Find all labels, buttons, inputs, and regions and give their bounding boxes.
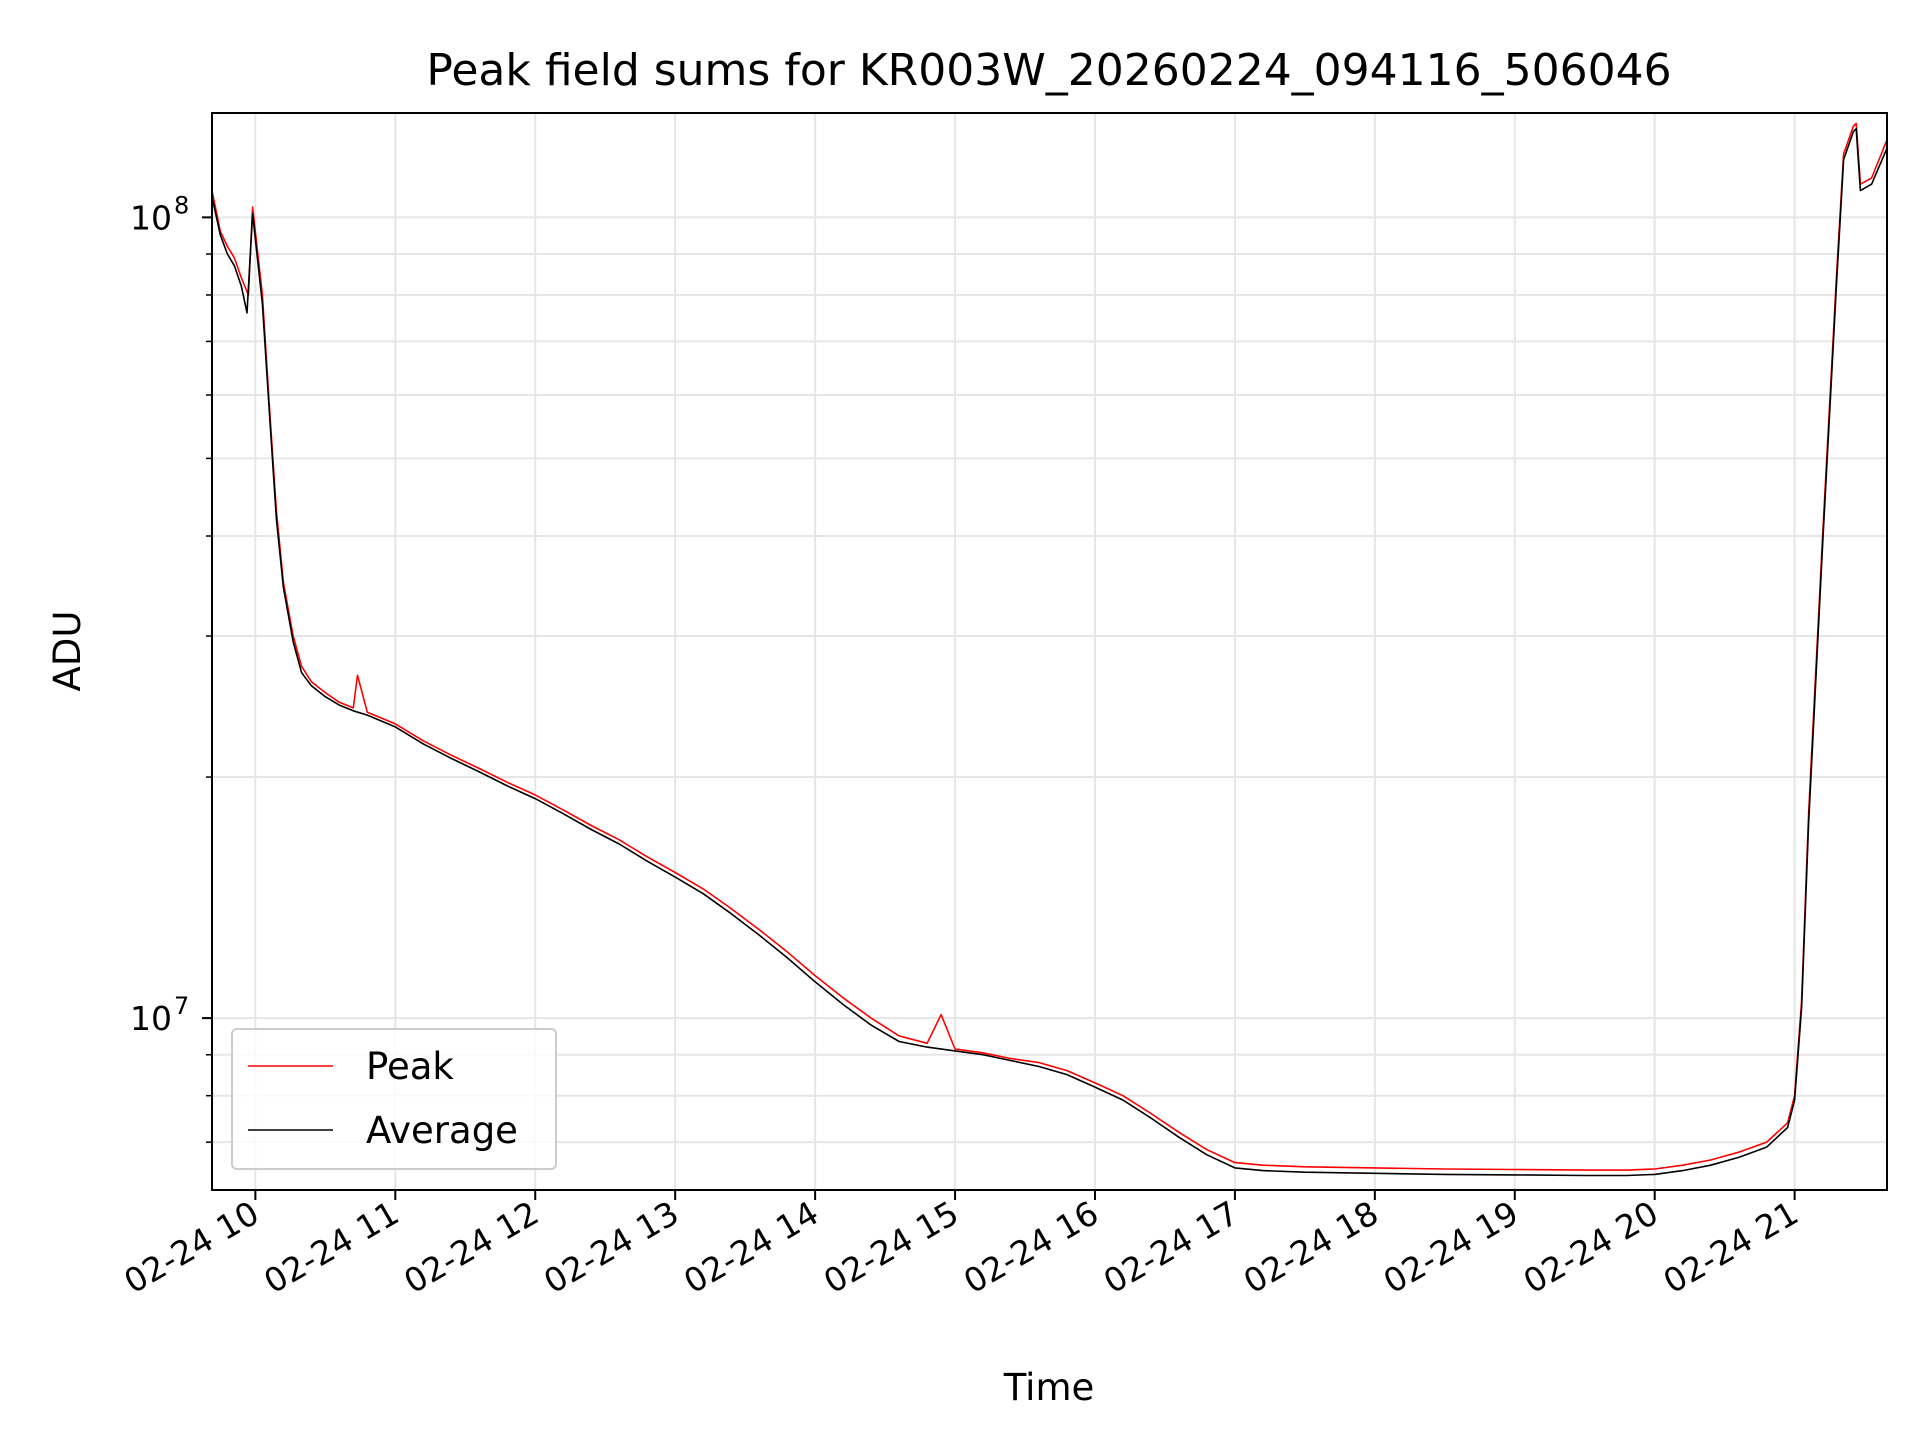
y-axis-label: ADU [46,611,89,692]
x-axis-label: Time [1003,1366,1095,1409]
legend-box [231,1028,557,1170]
series-line-peak [211,122,1888,1171]
chart-title: Peak field sums for KR003W_20260224_0941… [426,45,1671,96]
series-line-average [211,128,1888,1177]
y-gridlines [212,216,1887,1144]
y-tick-label: 10 [130,999,172,1038]
legend-label-average: Average [366,1109,518,1152]
x-gridlines [254,113,1796,1190]
series-layer [211,122,1888,1177]
legend-label-peak: Peak [366,1045,454,1088]
legend: Peak Average [231,1028,557,1170]
y-tick-label-exponent: 8 [174,191,189,219]
y-tick-label-exponent: 7 [174,992,189,1020]
y-tick-label: 10 [130,198,172,237]
axes-frame [211,112,1888,1191]
